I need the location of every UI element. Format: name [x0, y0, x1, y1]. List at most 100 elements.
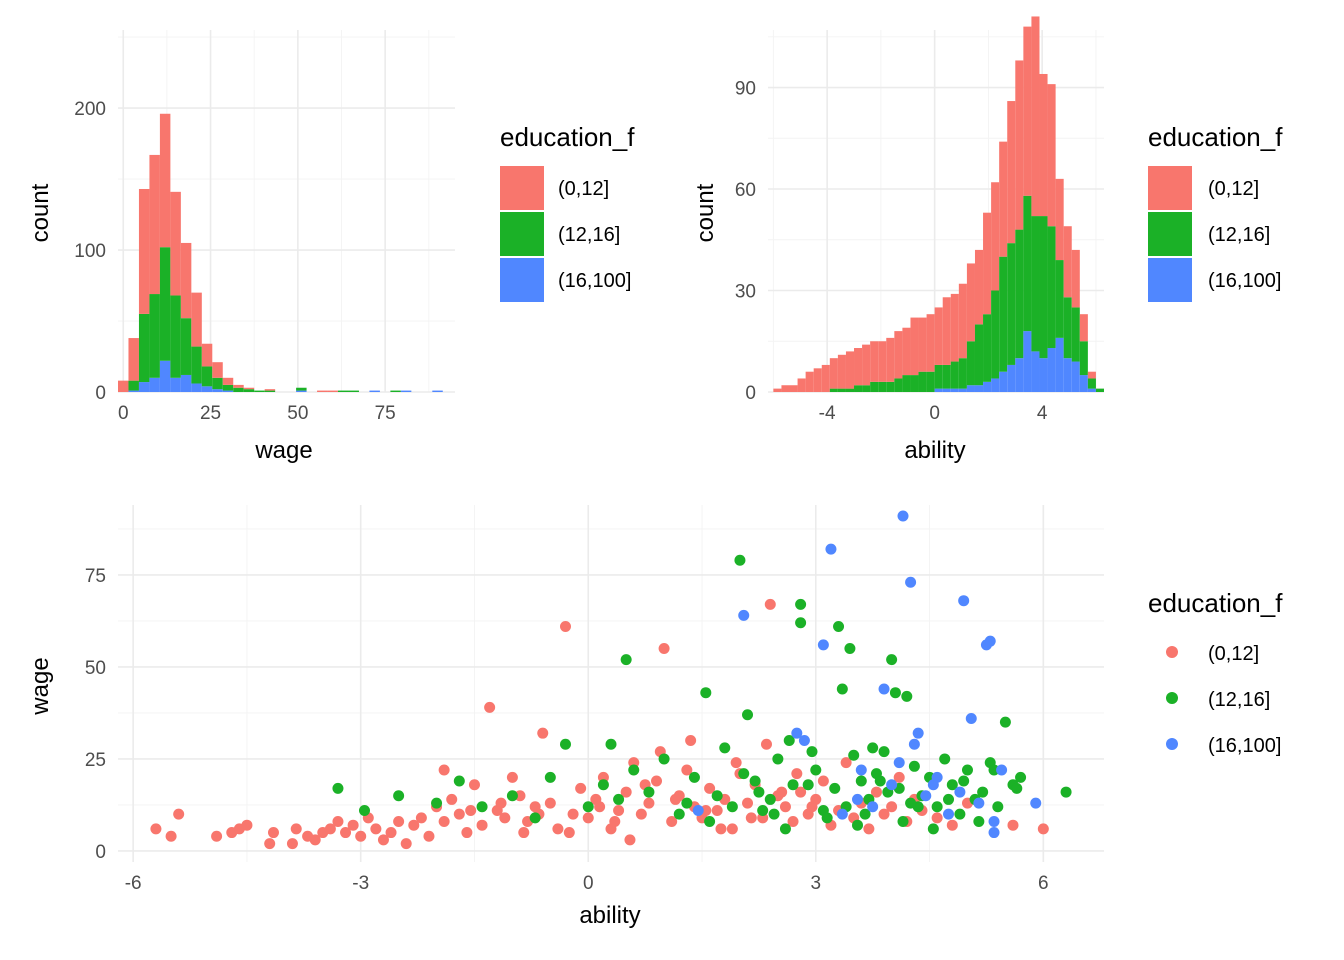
ability-hist-bar-12-16	[1047, 226, 1056, 349]
wage-hist-bar-0-12	[264, 389, 276, 391]
scatter-point-16-100	[988, 827, 1000, 839]
ability-hist-bar-0-12	[991, 182, 1000, 291]
ability-hist-bar-0-12	[797, 378, 806, 392]
scatter-point-0-12	[559, 620, 571, 632]
scatter-point-0-12	[791, 768, 803, 780]
ability-hist-bar-0-12	[966, 263, 975, 342]
scatter-point-0-12	[476, 819, 488, 831]
legend-3-key-0-12	[1166, 646, 1178, 658]
scatter-tick-labels: -6 -3 0 3 6 0 25 50 75	[85, 566, 1049, 894]
wage-hist-x-tick-label: 75	[375, 403, 396, 424]
scatter-point-0-12	[635, 808, 647, 820]
scatter-point-0-12	[446, 793, 458, 805]
scatter-point-12-16	[506, 790, 518, 802]
wage-hist-bar-12-16	[390, 390, 401, 392]
wage-hist-bar-12-16	[254, 390, 265, 392]
ability-hist-bar-0-12	[773, 388, 782, 392]
ability-hist-bar-0-12	[829, 358, 838, 389]
ability-hist-bar-16-100	[983, 381, 992, 392]
scatter-point-0-12	[666, 816, 678, 828]
scatter-point-12-16	[779, 823, 791, 835]
ability-hist-bar-0-12	[886, 337, 895, 382]
wage-hist-bar-12-16	[159, 247, 171, 361]
ability-hist-bar-12-16	[1063, 297, 1072, 359]
ability-hist-bar-16-100	[1007, 364, 1016, 392]
scatter-point-12-16	[772, 753, 784, 765]
scatter-point-12-16	[582, 801, 594, 813]
scatter-point-16-100	[798, 735, 810, 747]
ability-hist-bar-0-12	[781, 385, 790, 392]
scatter-point-12-16	[613, 793, 625, 805]
scatter-point-12-16	[897, 816, 909, 828]
scatter-point-16-100	[920, 790, 932, 802]
wage-hist-bar-12-16	[338, 390, 349, 392]
ability-hist-bar-16-100	[950, 388, 959, 392]
wage-hist-bar-0-12	[222, 377, 234, 385]
scatter-point-16-100	[825, 543, 837, 555]
scatter-point-12-16	[738, 768, 750, 780]
scatter-x-title: ability	[579, 902, 640, 929]
ability-hist-x-tick-label: 4	[1037, 403, 1048, 424]
scatter-point-0-12	[575, 782, 587, 794]
ability-hist-bar-0-12	[805, 371, 814, 392]
scatter-point-0-12	[241, 819, 253, 831]
scatter-point-0-12	[594, 801, 606, 813]
scatter-point-12-16	[954, 808, 966, 820]
scatter-point-12-16	[726, 801, 738, 813]
scatter-point-12-16	[753, 786, 765, 798]
scatter-point-12-16	[658, 753, 670, 765]
scatter-point-12-16	[359, 804, 370, 816]
wage-histogram-tick-labels: 0 25 50 75 0 100 200	[74, 99, 395, 424]
scatter-point-12-16	[931, 801, 943, 813]
legend-3-label-0-12: (0,12]	[1208, 643, 1259, 665]
ability-hist-bar-0-12	[1015, 60, 1024, 230]
scatter-point-12-16	[867, 742, 879, 754]
legend-2-title: education_f	[1148, 122, 1283, 152]
wage-hist-bar-0-12	[327, 390, 339, 392]
ability-hist-bar-16-100	[942, 388, 951, 392]
scatter-point-16-100	[897, 510, 909, 522]
legend-3-title: education_f	[1148, 588, 1283, 618]
ability-hist-y-tick-label: 90	[735, 79, 756, 100]
ability-hist-bar-12-16	[983, 314, 992, 382]
ability-hist-bar-0-12	[1079, 314, 1088, 342]
scatter-point-16-100	[855, 764, 867, 776]
scatter-point-0-12	[484, 701, 496, 713]
wage-hist-bar-12-16	[222, 384, 234, 391]
legend-1-title: education_f	[500, 122, 635, 152]
ability-hist-bar-16-100	[934, 388, 943, 392]
wage-hist-x-tick-label: 50	[287, 403, 308, 424]
wage-hist-bar-16-100	[180, 374, 192, 392]
wage-hist-bar-12-16	[201, 366, 213, 387]
scatter-point-0-12	[946, 819, 958, 831]
scatter-point-12-16	[901, 690, 913, 702]
scatter-point-0-12	[514, 790, 526, 802]
scatter-point-0-12	[1007, 819, 1019, 831]
wage-hist-y-tick-label: 0	[95, 383, 106, 404]
scatter-point-0-12	[893, 771, 905, 783]
ability-hist-bar-0-12	[950, 293, 959, 362]
wage-hist-bar-16-100	[369, 390, 380, 392]
scatter-point-16-100	[988, 816, 1000, 828]
ability-hist-bar-0-12	[821, 364, 830, 392]
legend-1-label-16-100: (16,100]	[558, 270, 631, 292]
scatter-point-16-100	[905, 576, 917, 588]
scatter-point-0-12	[715, 823, 727, 835]
scatter-point-12-16	[628, 764, 640, 776]
scatter-point-12-16	[852, 819, 863, 831]
wage-histogram-x-title: wage	[254, 437, 312, 464]
scatter-point-12-16	[795, 598, 807, 610]
scatter-point-0-12	[518, 827, 530, 839]
scatter-point-16-100	[984, 635, 996, 647]
scatter-point-12-16	[802, 779, 814, 791]
ability-hist-bar-12-16	[878, 381, 887, 392]
scatter-point-0-12	[465, 804, 477, 816]
ability-hist-bar-0-12	[1063, 226, 1072, 298]
ability-hist-bar-0-12	[1023, 26, 1032, 196]
scatter-point-12-16	[836, 683, 848, 695]
scatter-point-16-100	[791, 727, 803, 739]
scatter-point-0-12	[685, 735, 697, 747]
scatter-point-0-12	[267, 827, 279, 839]
ability-hist-bar-12-16	[910, 375, 919, 392]
scatter-point-12-16	[620, 654, 632, 666]
